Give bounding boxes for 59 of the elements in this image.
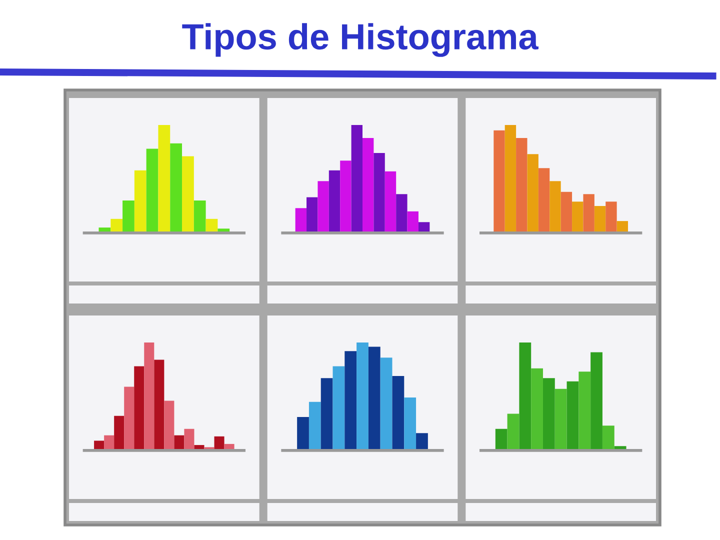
bar <box>396 194 408 233</box>
bar <box>404 398 416 450</box>
bar <box>144 342 154 450</box>
bar <box>583 194 594 233</box>
bar <box>590 352 602 450</box>
bar <box>504 124 516 233</box>
bar <box>578 372 591 450</box>
bar <box>538 168 550 233</box>
bar <box>494 130 505 233</box>
bar <box>170 143 182 233</box>
bar <box>362 138 374 233</box>
bar <box>572 202 584 233</box>
bar <box>306 197 318 233</box>
bar <box>542 378 555 450</box>
bar <box>318 181 329 233</box>
bar <box>182 156 194 233</box>
bar <box>340 160 352 233</box>
bar <box>308 402 321 450</box>
bar <box>134 366 144 450</box>
bar <box>164 400 174 450</box>
bar <box>554 388 567 450</box>
bar <box>550 181 561 233</box>
text: Tipos de Histograma <box>182 23 539 57</box>
bar <box>531 368 543 450</box>
bar <box>368 346 380 450</box>
bar <box>560 192 572 233</box>
bar <box>516 138 528 233</box>
bar <box>606 202 617 233</box>
bar <box>374 153 385 233</box>
bar <box>594 206 606 233</box>
bar <box>146 148 158 233</box>
bar <box>110 218 123 233</box>
bar <box>297 416 309 450</box>
bar <box>392 376 404 450</box>
bar <box>184 428 194 450</box>
bar <box>527 154 538 233</box>
bar <box>320 378 333 450</box>
bar <box>332 366 345 450</box>
bar <box>384 171 396 233</box>
bar <box>122 200 134 233</box>
bar <box>566 381 579 450</box>
bar <box>507 414 520 450</box>
bar <box>407 211 418 233</box>
bar <box>416 433 428 450</box>
bar <box>495 428 508 450</box>
bar <box>194 200 206 233</box>
bar <box>356 342 368 450</box>
bar <box>328 170 340 233</box>
bar <box>158 124 170 233</box>
bar <box>154 360 164 450</box>
bar <box>134 170 146 233</box>
bar <box>124 386 134 450</box>
bar <box>380 358 392 450</box>
bar <box>519 342 532 450</box>
bar <box>114 416 124 450</box>
bar <box>351 124 362 233</box>
bar <box>344 351 357 450</box>
bar <box>602 426 614 450</box>
bar <box>295 208 307 233</box>
